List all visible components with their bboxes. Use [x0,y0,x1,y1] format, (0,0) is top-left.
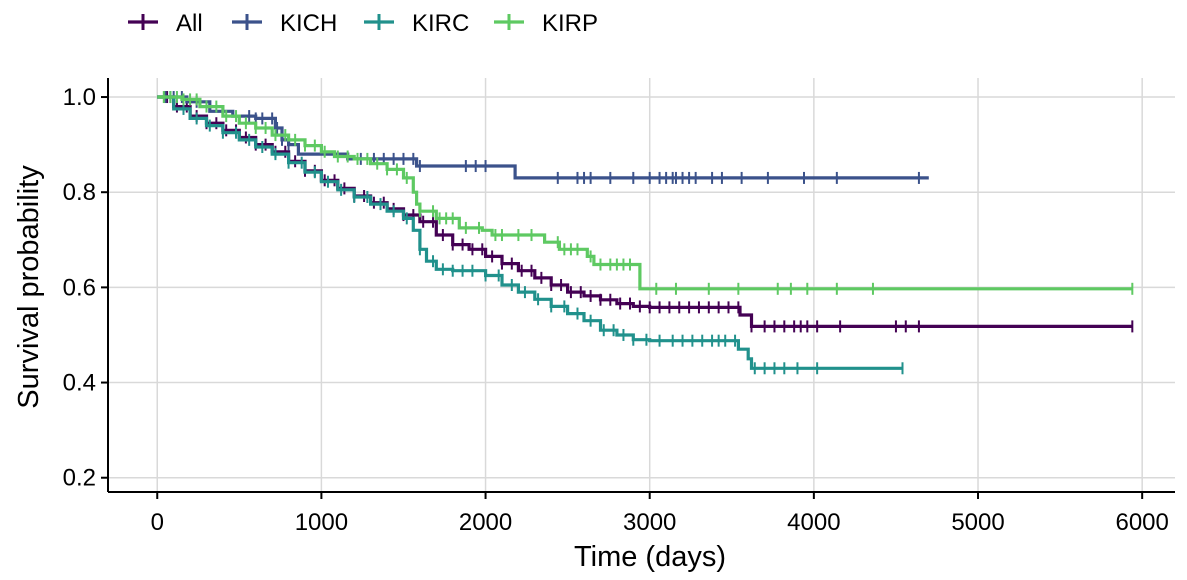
x-tick-label: 4000 [787,509,840,536]
x-tick-label: 3000 [623,509,676,536]
x-tick-label: 0 [151,509,164,536]
y-tick-label: 0.8 [63,179,96,206]
survival-line-kich [157,95,929,180]
series-all [157,91,1134,333]
series-kich [157,91,929,184]
legend: All KICH KIRC KIRP [128,10,598,37]
x-tick-label: 6000 [1115,509,1168,536]
series-kirc [157,91,904,375]
legend-item-kirp: KIRP [494,10,598,37]
survival-curves [157,91,1134,375]
legend-label: KIRC [412,10,469,37]
y-tick-label: 0.6 [63,274,96,301]
legend-label: KIRP [542,10,598,37]
legend-item-kich: KICH [232,10,337,37]
y-axis-title: Survival probability [13,165,45,409]
legend-item-all: All [128,10,203,37]
y-tick-label: 0.2 [63,465,96,492]
survival-line-all [157,95,1133,328]
y-tick-label: 1.0 [63,84,96,111]
x-tick-label: 2000 [459,509,512,536]
survival-line-kirc [157,95,903,370]
x-tick-label: 1000 [295,509,348,536]
y-tick-label: 0.4 [63,370,96,397]
legend-item-kirc: KIRC [364,10,469,37]
series-kirp [157,91,1134,295]
x-axis-title: Time (days) [574,541,726,573]
legend-label: All [176,10,203,37]
axes: 0 1000 2000 3000 4000 5000 6000 0.2 0.4 0.6 0.8 1.0 [63,78,1175,536]
legend-label: KICH [280,10,337,37]
x-tick-label: 5000 [951,509,1004,536]
